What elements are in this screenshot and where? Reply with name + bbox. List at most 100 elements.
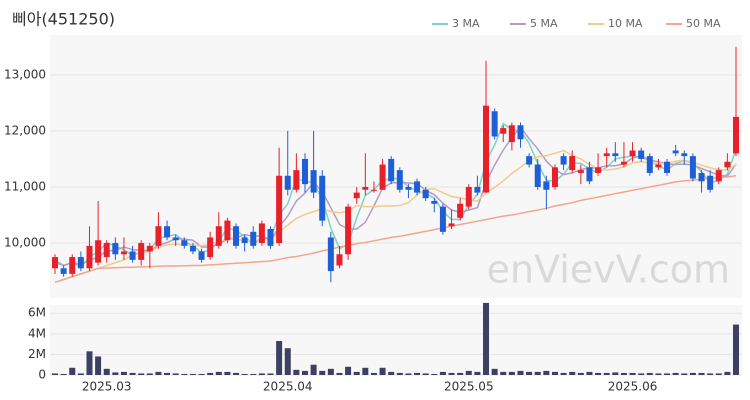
volume-bar [86,351,93,375]
legend-label: 10 MA [608,17,643,30]
candle-body [655,164,662,168]
y-tick-label: 0 [38,368,46,382]
candle-body [345,206,352,255]
volume-bar [603,372,610,375]
candle-body [362,186,369,190]
candle-body [534,164,541,187]
candle-body [233,226,240,246]
volume-bar [164,372,171,375]
candle-body [129,251,136,260]
candle-body [672,150,679,154]
legend-label: 50 MA [686,17,721,30]
volume-bar [474,371,481,375]
candle-body [431,200,438,204]
candle-body [603,153,610,157]
candle-body [52,257,58,269]
candle-body [164,226,171,238]
candle-body [207,237,214,258]
candle-body [595,167,602,173]
volume-bar [258,373,265,375]
candle-body [733,116,739,154]
candle-body [103,243,110,258]
candle-body [724,161,731,168]
volume-bar [189,373,196,375]
candle-body [310,170,317,193]
volume-bar [707,373,714,375]
y-tick-label: 4M [28,326,46,340]
candle-body [327,237,334,272]
candle-body [120,251,127,255]
y-tick-label: 13,000 [4,67,46,81]
candle-body [301,158,308,185]
volume-bar [439,371,446,375]
y-tick-label: 10,000 [4,236,46,250]
candle-body [215,226,222,246]
candle-body [138,243,145,260]
candle-body [189,245,196,252]
candle-body [620,161,627,165]
volume-bar [103,368,110,375]
volume-bar [284,348,291,375]
volume-bar [353,371,360,375]
volume-bar [534,371,541,375]
volume-bar [457,372,464,375]
volume-bar [629,372,636,375]
candle-body [276,175,283,244]
volume-bar [138,373,145,375]
volume-bar [60,373,67,375]
volume-bar [638,373,645,375]
volume-bar [120,371,127,375]
candle-body [172,237,179,241]
candle-body [569,156,576,171]
candle-body [198,251,205,260]
candle-body [500,128,507,134]
volume-bar [569,371,576,375]
candle-body [388,158,395,182]
volume-bar [362,367,369,375]
candle-body [577,170,584,173]
volume-bar [301,370,308,375]
candle-body [396,170,403,190]
volume-bar [181,373,188,375]
candle-body [517,125,524,140]
volume-bar [250,373,257,375]
volume-bar [517,370,524,375]
candle-body [646,156,653,173]
candle-body [250,231,257,246]
candle-body [508,125,515,143]
candle-body [95,240,102,263]
candle-body [181,240,188,246]
volume-bar [689,372,696,375]
candle-body [681,153,688,157]
volume-bar [129,372,136,375]
candle-body [448,223,455,227]
volume-bar [586,371,593,375]
volume-bar [543,370,550,375]
candle-body [112,243,119,255]
candle-body [77,257,84,269]
x-tick-label: 2025.06 [608,380,658,394]
volume-bar [69,367,76,375]
candle-body [60,268,67,274]
candle-body [612,153,619,157]
candle-body [146,245,153,252]
volume-bar [215,371,222,375]
volume-bar [664,373,671,375]
volume-bar [681,373,688,375]
candle-body [319,175,326,221]
volume-bar [396,372,403,375]
candle-body [293,170,300,190]
candle-body [560,156,567,165]
y-tick-label: 11,000 [4,179,46,193]
candle-body [258,223,265,244]
volume-bar [414,372,421,375]
y-tick-label: 2M [28,347,46,361]
candle-body [439,206,446,232]
ma-line [54,149,737,284]
candle-body [414,181,421,193]
volume-bar [293,369,300,375]
x-tick-label: 2025.04 [263,380,313,394]
candle-body [491,111,498,137]
chart-title: 삐아(451250) [12,10,115,29]
